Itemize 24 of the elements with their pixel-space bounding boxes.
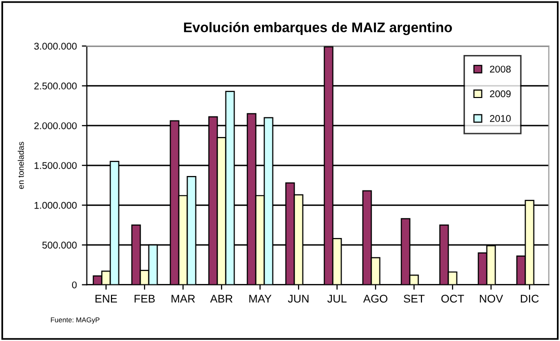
y-tick-label: 0 bbox=[72, 281, 77, 288]
x-tick-label: OCT bbox=[441, 294, 464, 303]
x-tick-label: SET bbox=[404, 294, 425, 303]
legend-label: 2009 bbox=[490, 90, 511, 98]
x-tick-label: FEB bbox=[134, 294, 155, 303]
x-tick-label: MAY bbox=[249, 294, 272, 303]
x-tick-label: DIC bbox=[520, 294, 539, 303]
y-tick-label: 1.500.000 bbox=[34, 162, 77, 170]
y-tick-label: 3.000.000 bbox=[34, 42, 77, 50]
x-tick-label: ABR bbox=[210, 294, 232, 303]
x-tick-label: JUL bbox=[327, 294, 347, 303]
legend-label: 2010 bbox=[490, 115, 511, 122]
y-tick-label: 2.500.000 bbox=[34, 82, 77, 90]
x-tick-label: JUN bbox=[288, 294, 308, 303]
x-tick-label: ENE bbox=[96, 294, 117, 303]
x-tick-label: MAR bbox=[172, 294, 195, 303]
x-tick-label: NOV bbox=[480, 294, 504, 303]
x-tick-label: AGO bbox=[363, 294, 388, 303]
chart-title: Evolución embarques de MAIZ argentino bbox=[184, 22, 452, 36]
y-axis-title: en toneladas bbox=[18, 142, 24, 189]
legend-label: 2008 bbox=[490, 66, 511, 73]
y-tick-label: 500.000 bbox=[42, 242, 77, 249]
y-tick-label: 2.000.000 bbox=[34, 122, 77, 130]
y-tick-label: 1.000.000 bbox=[34, 202, 77, 209]
